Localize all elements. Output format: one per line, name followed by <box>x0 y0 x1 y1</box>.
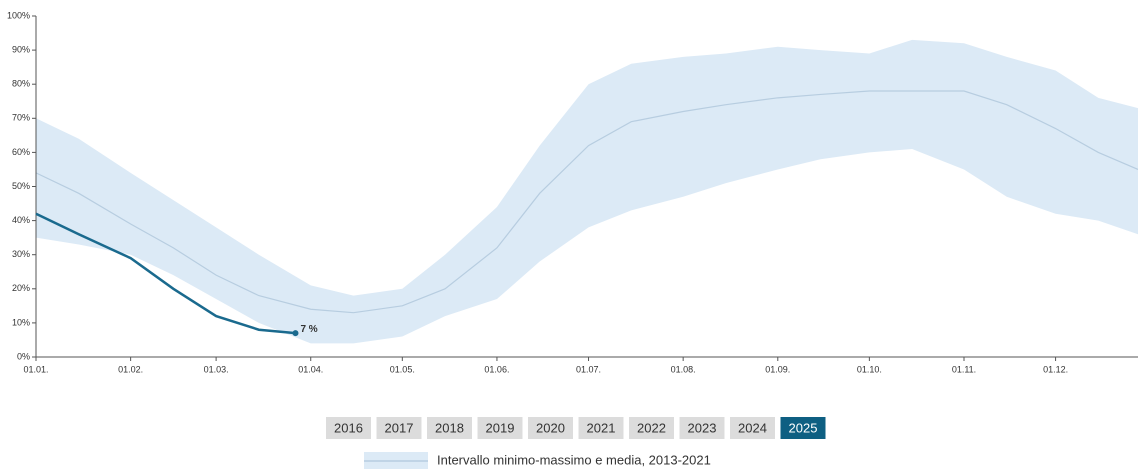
year-button[interactable]: 2023 <box>679 417 725 439</box>
year-button-label: 2017 <box>385 420 414 435</box>
mean-line <box>35 90 1138 314</box>
y-tick-label: 90% <box>12 44 30 54</box>
year-button-label: 2024 <box>738 420 767 435</box>
year-button[interactable]: 2016 <box>326 417 371 439</box>
x-tick-label: 01.06. <box>484 364 509 374</box>
year-button[interactable]: 2020 <box>528 417 573 439</box>
year-button-label: 2016 <box>334 420 363 435</box>
year-button-bg <box>578 417 624 439</box>
x-tick-label: 01.09. <box>765 364 790 374</box>
year-button-label: 2020 <box>536 420 565 435</box>
year-button-bg <box>730 417 775 439</box>
year-button-bg <box>528 417 573 439</box>
y-tick-label: 20% <box>12 283 30 293</box>
y-tick-label: 10% <box>12 317 30 327</box>
year-button[interactable]: 2017 <box>376 417 422 439</box>
year-button-bg <box>629 417 674 439</box>
x-tick-label: 01.08. <box>671 364 696 374</box>
y-tick-label: 80% <box>12 79 30 89</box>
x-tick-label: 01.02. <box>118 364 143 374</box>
year-button[interactable]: 2018 <box>427 417 472 439</box>
year-button-label: 2018 <box>435 420 464 435</box>
year-button-label: 2023 <box>688 420 717 435</box>
year-button-label: 2022 <box>637 420 666 435</box>
year-button-label: 2025 <box>789 420 818 435</box>
range-band <box>36 39 1138 344</box>
year-button-bg <box>326 417 371 439</box>
x-tick-label: 01.11. <box>952 364 976 374</box>
x-tick-label: 01.07. <box>576 364 601 374</box>
legend-label: Intervallo minimo-massimo e media, 2013-… <box>437 452 711 467</box>
x-tick-label: 01.01. <box>23 364 48 374</box>
value-label: 7 % <box>300 324 317 335</box>
year-button[interactable]: 2019 <box>477 417 523 439</box>
y-tick-label: 50% <box>12 181 30 191</box>
year-button[interactable]: 2022 <box>629 417 674 439</box>
y-tick-label: 100% <box>7 10 30 20</box>
x-tick-label: 01.05. <box>390 364 415 374</box>
y-tick-label: 0% <box>17 351 30 361</box>
year-button-label: 2021 <box>587 420 616 435</box>
x-tick-label: 01.03. <box>204 364 229 374</box>
year-button-bg <box>679 417 725 439</box>
x-tick-label: 01.12. <box>1043 364 1068 374</box>
year-line <box>35 212 296 335</box>
y-tick-label: 70% <box>12 113 30 123</box>
end-point <box>292 330 299 337</box>
year-button-bg <box>477 417 523 439</box>
x-tick-label: 01.10. <box>857 364 882 374</box>
year-button-bg <box>780 417 826 439</box>
year-button-bg <box>427 417 472 439</box>
year-button-bg <box>376 417 422 439</box>
y-tick-label: 60% <box>12 147 30 157</box>
year-button[interactable]: 2021 <box>578 417 624 439</box>
x-tick-label: 01.04. <box>298 364 323 374</box>
year-button[interactable]: 2025 <box>780 417 826 439</box>
y-tick-label: 30% <box>12 249 30 259</box>
year-button[interactable]: 2024 <box>730 417 775 439</box>
y-tick-label: 40% <box>12 215 30 225</box>
year-button-label: 2019 <box>486 420 515 435</box>
